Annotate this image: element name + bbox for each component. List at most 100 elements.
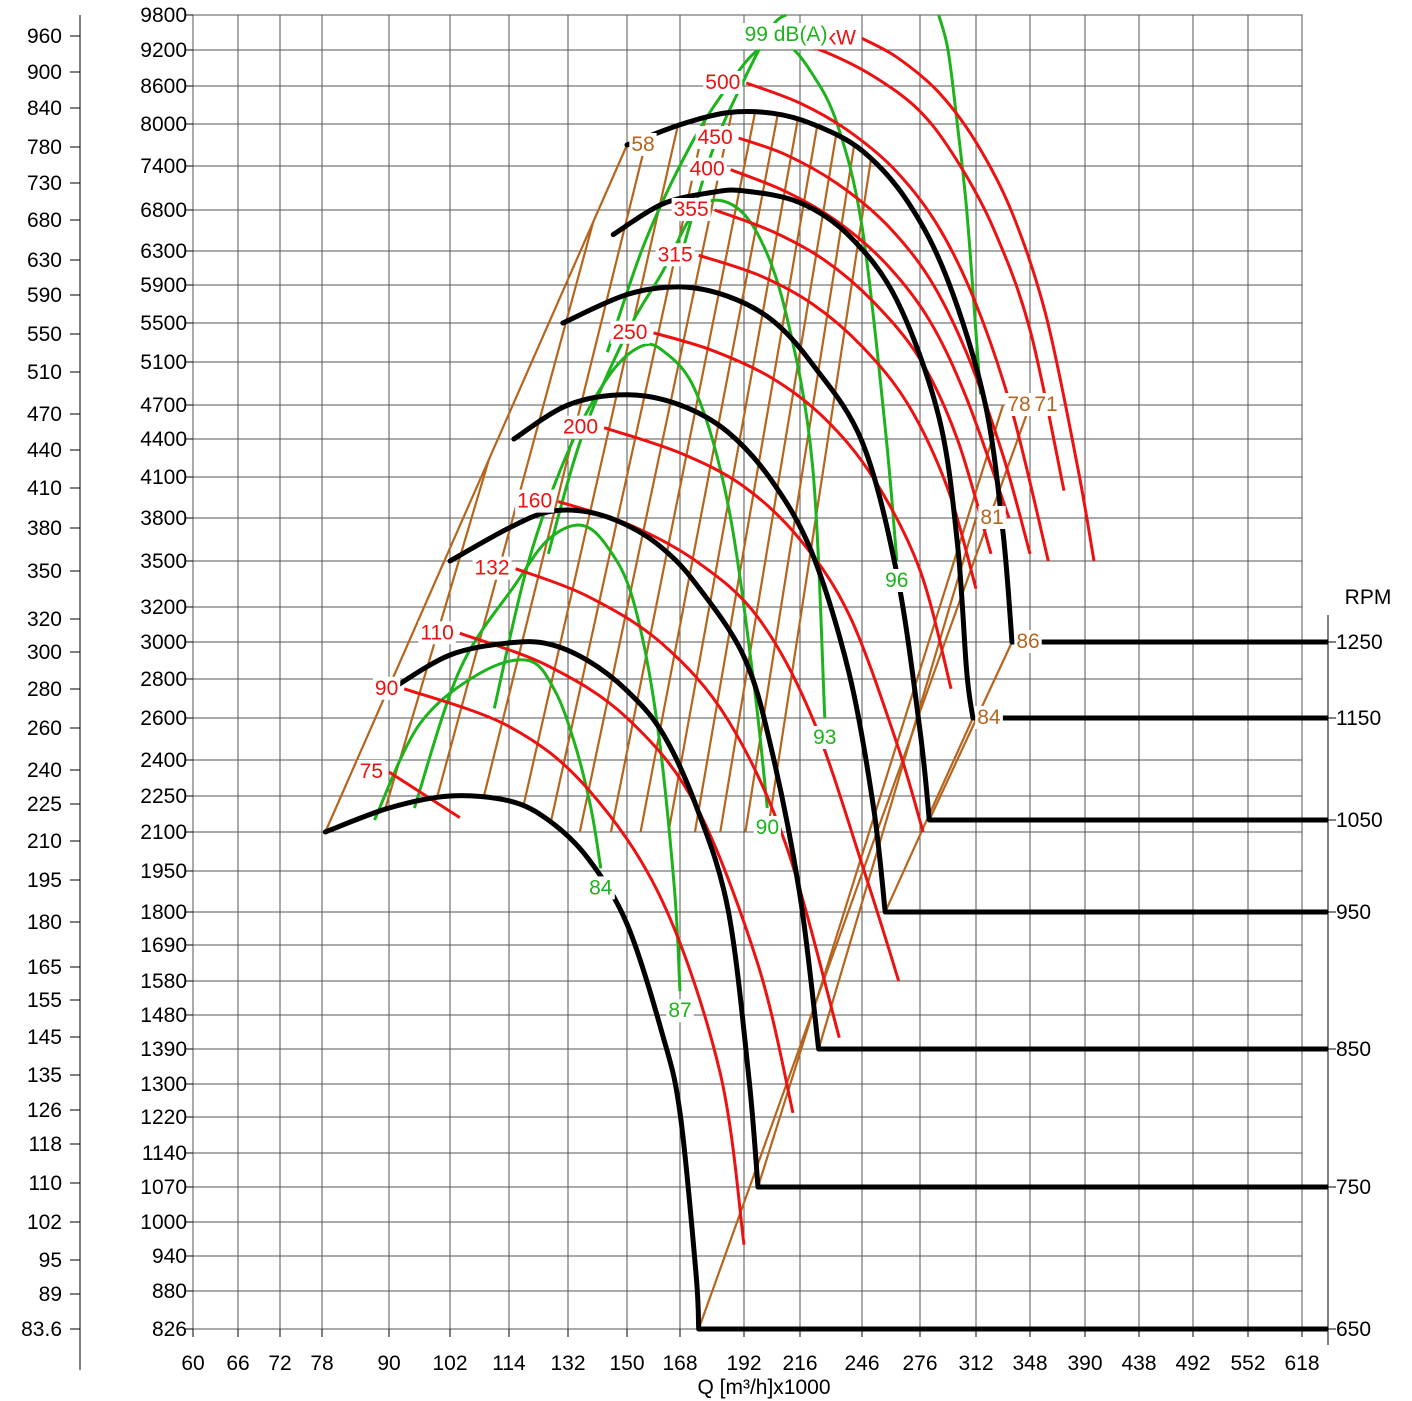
outer-y-tick-label: 126	[27, 1099, 62, 1122]
x-tick-label: 114	[492, 1352, 526, 1375]
x-tick-label: 192	[726, 1352, 761, 1375]
curve-label: 200	[561, 415, 601, 439]
curve-label: 355	[671, 198, 711, 221]
inner-y-tick-label: 7400	[140, 155, 187, 178]
efficiency-line	[693, 112, 838, 833]
efficiency-line	[609, 112, 776, 833]
svg-text:500: 500	[705, 71, 740, 94]
svg-text:400: 400	[690, 158, 725, 181]
power-curve	[714, 208, 993, 555]
speed-curve	[610, 187, 976, 721]
outer-y-tick-label: 440	[27, 439, 62, 462]
inner-y-tick-label: 1140	[142, 1142, 187, 1165]
rpm-label: 650	[1336, 1318, 1371, 1341]
power-curve	[738, 136, 1032, 555]
x-axis-title: Q [m³/h]x1000	[697, 1376, 830, 1399]
inner-y-tick-label: 5900	[140, 274, 187, 297]
speed-curves: 650 750 850 950 1050 1150 1250	[322, 108, 1383, 1341]
outer-y-tick-label: 510	[27, 361, 62, 384]
x-tick-label: 312	[958, 1352, 993, 1375]
svg-text:86: 86	[1016, 630, 1039, 653]
power-curve	[783, 36, 1066, 492]
curve-label: 93	[811, 726, 839, 749]
efficiency-line	[578, 112, 754, 833]
inner-y-tick-label: 2400	[140, 749, 187, 772]
speed-curve	[511, 392, 888, 915]
curve-label: 400	[687, 157, 727, 181]
outer-y-axis: 960 900 840 780 730 680 630 590 550 510 470 440 410 3…	[21, 25, 80, 1341]
speed-curve	[624, 108, 1015, 645]
inner-y-tick-label: 3000	[140, 631, 187, 654]
x-tick-label: 132	[550, 1352, 585, 1375]
inner-y-tick-label: 3200	[140, 596, 187, 619]
inner-y-tick-label: 1950	[140, 860, 187, 883]
inner-y-tick-label: 1800	[140, 901, 187, 924]
inner-y-tick-label: 5500	[140, 312, 187, 335]
power-curve	[403, 687, 746, 1245]
outer-y-tick-label: 165	[27, 956, 62, 979]
inner-y-tick-label: 1690	[140, 934, 187, 957]
outer-y-tick-label: 410	[27, 477, 62, 500]
outer-y-tick-label: 225	[27, 793, 62, 816]
curve-label: 160	[515, 489, 555, 513]
inner-y-tick-label: 3800	[140, 507, 187, 530]
outer-y-tick-label: 320	[27, 608, 62, 631]
outer-y-tick-label: 180	[27, 911, 62, 934]
efficiency-line	[324, 144, 629, 833]
outer-y-tick-label: 95	[39, 1249, 62, 1272]
outer-y-tick-label: 155	[27, 989, 62, 1012]
noise-curve	[605, 40, 899, 562]
svg-text:355: 355	[674, 198, 709, 221]
curve-label: 99 dB(A)	[742, 23, 830, 46]
svg-text:315: 315	[658, 243, 693, 266]
x-tick-label: 390	[1067, 1352, 1102, 1375]
svg-text:81: 81	[980, 506, 1003, 529]
power-curve	[459, 631, 795, 1114]
rpm-label: 850	[1336, 1038, 1371, 1061]
svg-text:250: 250	[612, 321, 647, 344]
svg-text:132: 132	[475, 557, 510, 580]
x-tick-label: 618	[1284, 1352, 1319, 1375]
rpm-label: 750	[1336, 1176, 1371, 1199]
svg-text:75: 75	[360, 760, 383, 783]
rpm-label: 1150	[1336, 707, 1381, 730]
svg-text:160: 160	[517, 490, 552, 513]
rpm-axis-title: RPM	[1345, 586, 1392, 609]
rpm-label: 1250	[1336, 631, 1383, 654]
inner-y-axis: 9800 9200 8600 8000 7400 6800 6300 5900 5500 5100…	[140, 4, 193, 1341]
speed-curve	[560, 284, 932, 823]
inner-y-tick-label: 4400	[140, 428, 187, 451]
outer-y-tick-label: 83.6	[21, 1318, 62, 1341]
efficiency-line	[744, 112, 876, 833]
rpm-label: 950	[1336, 901, 1371, 924]
noise-curve	[373, 658, 603, 869]
x-tick-label: 90	[377, 1352, 400, 1375]
efficiency-line	[817, 517, 978, 1050]
power-curve	[730, 168, 1011, 519]
x-tick-label: 66	[226, 1352, 249, 1375]
outer-y-tick-label: 135	[27, 1064, 62, 1087]
inner-y-tick-label: 9200	[140, 39, 187, 62]
inner-y-tick-label: 1000	[140, 1211, 187, 1234]
speed-curve	[389, 639, 761, 1190]
outer-y-tick-label: 630	[27, 249, 62, 272]
outer-y-tick-label: 260	[27, 717, 62, 740]
curve-label: 500	[703, 71, 743, 94]
x-tick-label: 246	[844, 1352, 879, 1375]
inner-y-tick-label: 5100	[140, 351, 187, 374]
outer-y-tick-label: 840	[27, 97, 62, 120]
speed-curve	[447, 507, 822, 1052]
svg-text:110: 110	[420, 621, 453, 644]
outer-y-tick-label: 590	[27, 284, 62, 307]
svg-text:96: 96	[885, 569, 908, 592]
noise-curve	[412, 523, 682, 992]
inner-y-tick-label: 880	[152, 1280, 187, 1303]
curve-label: 58	[629, 133, 657, 156]
inner-y-tick-label: 2100	[140, 821, 187, 844]
curve-label: 87	[666, 999, 694, 1023]
outer-y-tick-label: 960	[27, 25, 62, 48]
outer-y-tick-label: 118	[29, 1133, 62, 1156]
efficiency-line	[516, 112, 705, 833]
outer-y-tick-label: 145	[27, 1026, 62, 1049]
power-curve	[861, 36, 1096, 562]
